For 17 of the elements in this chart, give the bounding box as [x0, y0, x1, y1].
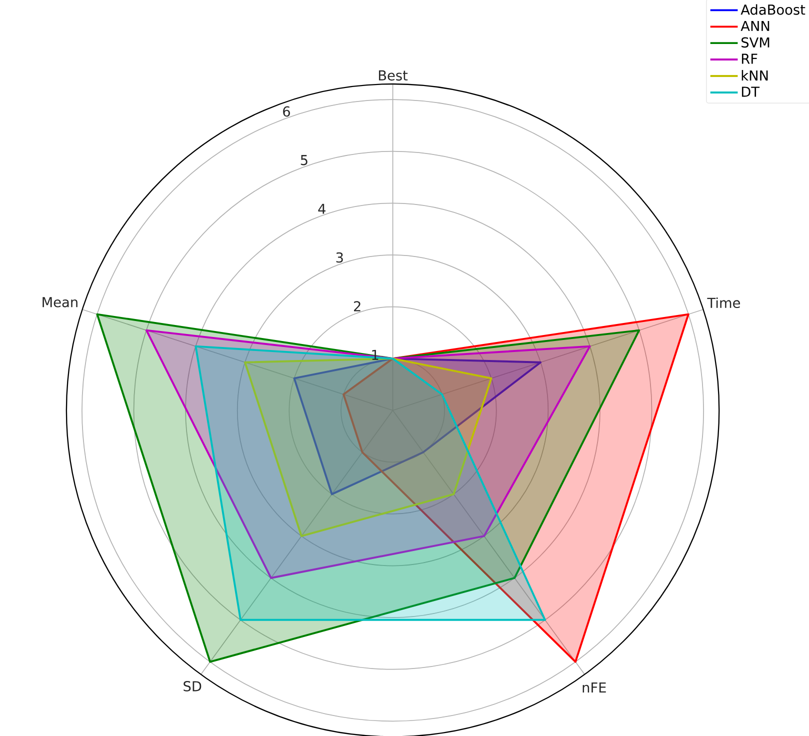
- legend-label: RF: [742, 54, 758, 64]
- y-tick-label: 4: [318, 204, 326, 214]
- y-tick-label: 3: [336, 252, 343, 263]
- spoke-label: SD: [184, 681, 202, 692]
- legend-label: kNN: [742, 70, 768, 81]
- legend-label: SVM: [742, 37, 770, 48]
- y-tick-label: 5: [300, 155, 308, 166]
- spoke-label: Mean: [42, 297, 78, 308]
- legend-label: DT: [742, 86, 760, 97]
- y-tick-label: 1: [372, 350, 378, 360]
- y-tick-label: 6: [283, 106, 290, 117]
- legend-label: AdaBoost: [740, 4, 806, 15]
- spoke-label: nFE: [582, 682, 606, 693]
- spoke-label: Best: [378, 70, 408, 81]
- spoke-label: Time: [707, 298, 740, 308]
- y-tick-label: 2: [354, 301, 360, 312]
- legend-label: ANN: [740, 21, 770, 32]
